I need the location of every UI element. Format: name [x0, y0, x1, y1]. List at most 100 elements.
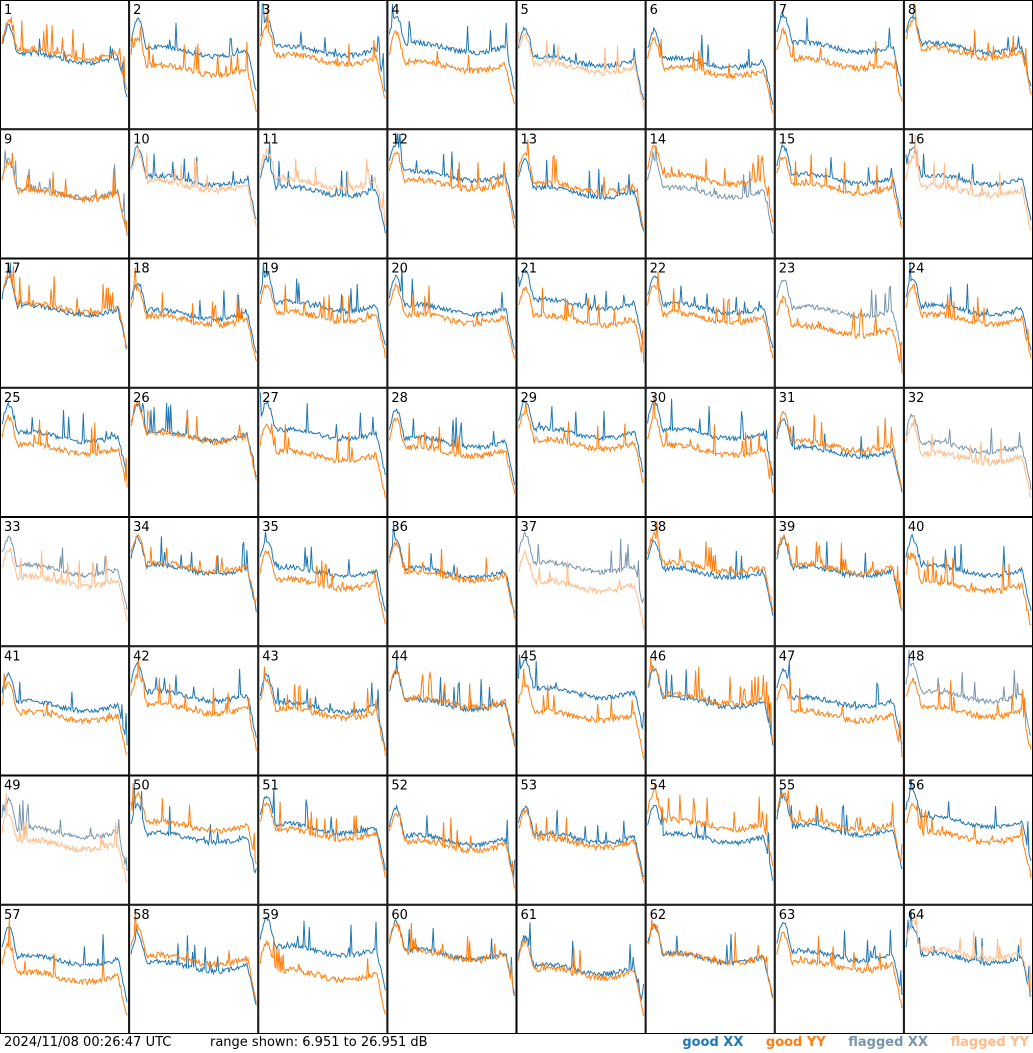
series-yy: [130, 782, 257, 865]
legend-good-xx: good XX: [682, 1035, 744, 1050]
series-xx: [647, 275, 774, 349]
panel-frame: [903, 387, 1033, 517]
series-yy: [776, 534, 903, 611]
series-xx: [518, 157, 645, 232]
series-yy: [388, 29, 515, 105]
series-yy: [1, 792, 128, 883]
panel-37: 37: [516, 517, 646, 647]
series-yy: [518, 807, 645, 884]
panel-frame: [645, 258, 775, 388]
panel-13: 13: [516, 129, 646, 259]
panel-4: 4: [387, 0, 517, 130]
panel-63: 63: [774, 904, 904, 1034]
series-xx: [518, 399, 644, 473]
panel-frame: [516, 258, 646, 388]
panel-35: 35: [258, 517, 388, 647]
series-xx: [776, 143, 903, 220]
panel-16: 16: [903, 129, 1033, 259]
panel-label: 22: [650, 262, 667, 277]
panel-frame: [903, 904, 1033, 1034]
panel-frame: [0, 0, 130, 130]
series-yy: [388, 417, 515, 494]
panel-label: 53: [521, 779, 538, 794]
series-xx: [905, 650, 1032, 736]
panel-label: 46: [650, 649, 667, 664]
panel-53: 53: [516, 775, 646, 905]
panel-27: 27: [258, 387, 388, 517]
series-yy: [130, 657, 257, 751]
panel-1: 1: [0, 0, 130, 130]
panel-frame: [387, 129, 517, 259]
panel-frame: [0, 904, 130, 1034]
series-yy: [130, 147, 257, 227]
series-xx: [776, 660, 903, 745]
panel-label: 62: [650, 908, 667, 923]
series-xx: [388, 3, 515, 90]
panel-55: 55: [774, 775, 904, 905]
series-yy: [388, 282, 515, 359]
panel-frame: [774, 775, 904, 905]
series-xx: [1, 401, 128, 477]
panel-frame: [774, 0, 904, 130]
panel-7: 7: [774, 0, 904, 130]
panel-label: 50: [133, 779, 150, 794]
panel-label: 45: [521, 649, 538, 664]
panel-label: 40: [908, 520, 925, 535]
series-yy: [518, 668, 645, 759]
panel-frame: [645, 775, 775, 905]
series-yy: [905, 134, 1032, 232]
panel-label: 57: [4, 908, 21, 923]
panel-frame: [903, 0, 1033, 130]
series-xx: [776, 13, 902, 87]
panel-frame: [129, 517, 259, 647]
panel-12: 12: [387, 129, 517, 259]
series-yy: [130, 908, 257, 1003]
panel-14: 14: [645, 129, 775, 259]
series-xx: [388, 407, 515, 485]
series-xx: [518, 654, 645, 730]
series-xx: [776, 921, 903, 996]
panel-43: 43: [258, 646, 388, 776]
series-xx: [259, 141, 386, 234]
series-yy: [1, 546, 128, 621]
legend-good-yy: good YY: [765, 1035, 826, 1050]
series-yy: [260, 148, 386, 227]
series-yy: [518, 549, 645, 630]
panel-label: 33: [4, 520, 21, 535]
panel-label: 36: [391, 520, 408, 535]
series-xx: [259, 392, 386, 476]
panel-26: 26: [129, 387, 259, 517]
panel-label: 7: [779, 3, 787, 18]
legend-flagged-yy: flagged YY: [950, 1035, 1030, 1050]
panel-36: 36: [387, 517, 517, 647]
series-yy: [1, 413, 128, 488]
panel-label: 30: [650, 391, 667, 406]
panel-50: 50: [129, 775, 259, 905]
series-xx: [518, 269, 645, 345]
panel-60: 60: [387, 904, 517, 1034]
panel-18: 18: [129, 258, 259, 388]
panel-frame: [129, 904, 259, 1034]
panel-frame: [387, 904, 517, 1034]
panel-49: 49: [0, 775, 130, 905]
panel-25: 25: [0, 387, 130, 517]
panel-3: 3: [258, 0, 388, 130]
series-yy: [518, 286, 645, 363]
series-yy: [518, 139, 645, 230]
panel-frame: [129, 387, 259, 517]
panel-label: 42: [133, 649, 150, 664]
panel-label: 52: [391, 779, 408, 794]
panel-45: 45: [516, 646, 646, 776]
panel-52: 52: [387, 775, 517, 905]
series-xx: [647, 539, 774, 616]
panel-23: 23: [774, 258, 904, 388]
series-yy: [776, 410, 903, 486]
panel-19: 19: [258, 258, 388, 388]
panel-28: 28: [387, 387, 517, 517]
series-yy: [647, 783, 774, 867]
panel-frame: [774, 517, 904, 647]
panel-label: 59: [262, 908, 279, 923]
series-yy: [905, 2, 1032, 95]
panel-frame: [258, 387, 388, 517]
panel-label: 51: [262, 779, 279, 794]
